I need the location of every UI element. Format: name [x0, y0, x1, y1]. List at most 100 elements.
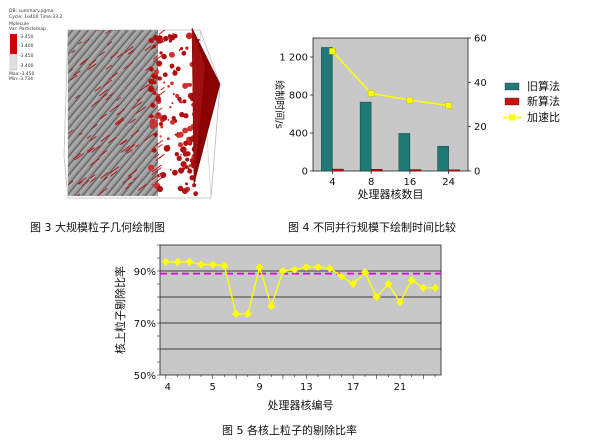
cull-ratio-point: [419, 283, 428, 292]
particle-dot: [172, 33, 175, 36]
particle-dot: [167, 84, 170, 88]
particle-dot: [188, 164, 191, 167]
particle-streak: [77, 177, 87, 185]
bar-old-algorithm: [437, 146, 449, 172]
particle-dot: [163, 35, 169, 42]
x-tick-label: 9: [256, 382, 262, 393]
particle-dot: [159, 135, 162, 138]
speedup-point: [445, 102, 452, 109]
particle-dot: [147, 85, 155, 93]
particle-dot: [170, 81, 174, 86]
particle-dot: [159, 51, 163, 55]
particle-streak: [153, 54, 164, 62]
particle-streak: [153, 153, 160, 159]
particle-dot: [180, 161, 187, 168]
particle-streak: [126, 149, 133, 154]
particle-streak: [144, 45, 152, 51]
particle-dot: [182, 82, 189, 89]
plot-area: [159, 244, 442, 376]
cull-ratio-point: [384, 280, 393, 288]
particle-dot: [155, 95, 162, 102]
x-tick-label: 5: [210, 382, 216, 393]
particle-streak: [151, 172, 162, 180]
particle-dot: [187, 168, 193, 174]
particle-streak: [116, 97, 122, 102]
cull-ratio-point: [337, 272, 346, 281]
particle-streak: [75, 193, 81, 196]
particle-dot: [171, 169, 178, 176]
particle-dot: [183, 113, 189, 119]
particle-streak: [127, 49, 135, 55]
legend-new-algorithm-swatch: [504, 97, 520, 106]
cull-ratio-point: [278, 267, 287, 275]
particle-dot: [151, 147, 157, 153]
particle-streak: [87, 147, 95, 153]
particle-streak: [122, 176, 133, 184]
cull-ratio-point: [360, 268, 369, 277]
particle-dot: [188, 82, 193, 87]
particle-streak: [78, 41, 82, 45]
particle-dot: [148, 164, 155, 171]
cull-ratio-point: [220, 261, 229, 270]
particle-streak: [105, 96, 110, 101]
particle-dot: [149, 114, 154, 119]
particle-streak: [157, 107, 163, 112]
x-tick-label: 4: [329, 177, 335, 188]
particle-dot: [169, 119, 176, 125]
bar-old-algorithm: [321, 47, 333, 172]
particle-streak: [114, 119, 124, 126]
particle-streak: [125, 185, 131, 190]
particle-dot: [161, 53, 167, 60]
particle-dot: [168, 39, 172, 43]
particle-dot: [167, 119, 170, 121]
particle-streak: [124, 45, 134, 54]
bar-old-algorithm: [398, 133, 411, 172]
particle-dot: [153, 80, 157, 85]
particle-streak: [135, 110, 140, 115]
particle-dot: [170, 66, 173, 69]
figure4-chart: 0 400 800 1 200 0 20 40 60 4 8 16 24 处理器核数目 绘制时间/s 旧算法…: [273, 34, 560, 202]
particle-streak: [71, 49, 76, 54]
particle-dot: [160, 125, 164, 129]
particle-streak: [88, 59, 97, 66]
bar-new-algorithm: [332, 168, 344, 172]
particle-dot: [193, 191, 199, 197]
particle-dot: [172, 70, 178, 76]
bar-old-algorithm: [359, 101, 372, 172]
particle-dot: [175, 66, 181, 72]
cull-ratio-line: [165, 261, 436, 315]
particle-dot: [156, 60, 163, 67]
y-tick-label: 1 200: [279, 53, 308, 64]
particle-streak: [114, 30, 124, 31]
particle-streak: [117, 119, 125, 125]
render-title: DB: summary.pgmo: [9, 9, 54, 14]
particle-streak: [160, 86, 165, 91]
particle-streak: [114, 117, 124, 124]
figure5-caption: 图 5 各核上粒子的剔除比率: [222, 424, 357, 437]
cull-ratio-point: [314, 263, 323, 272]
particle-streak: [90, 174, 96, 179]
particle-streak: [108, 92, 114, 97]
particle-streak: [83, 39, 90, 44]
particle-streak: [68, 68, 73, 73]
particle-dot: [167, 144, 170, 147]
particle-streak: [100, 93, 108, 99]
particle-streak: [99, 113, 107, 120]
particle-streak: [109, 166, 120, 174]
particle-dot: [172, 93, 175, 96]
particle-dot: [153, 69, 159, 75]
render-legend-value: -3.450: [19, 54, 34, 59]
particle-streak: [90, 135, 97, 142]
cull-ratio-point: [208, 260, 217, 269]
particle-dot: [169, 63, 175, 69]
render-var-label: Molecule: [9, 22, 29, 27]
particle-dot: [177, 96, 182, 102]
particle-dot: [178, 49, 181, 51]
legend-old-algorithm-label: 旧算法: [527, 79, 560, 93]
cull-ratio-point: [161, 257, 170, 266]
particle-dot: [176, 132, 179, 135]
particle-dot: [148, 78, 155, 85]
particle-streak: [105, 30, 114, 34]
particle-dot: [160, 171, 167, 179]
particle-dot: [157, 76, 162, 81]
